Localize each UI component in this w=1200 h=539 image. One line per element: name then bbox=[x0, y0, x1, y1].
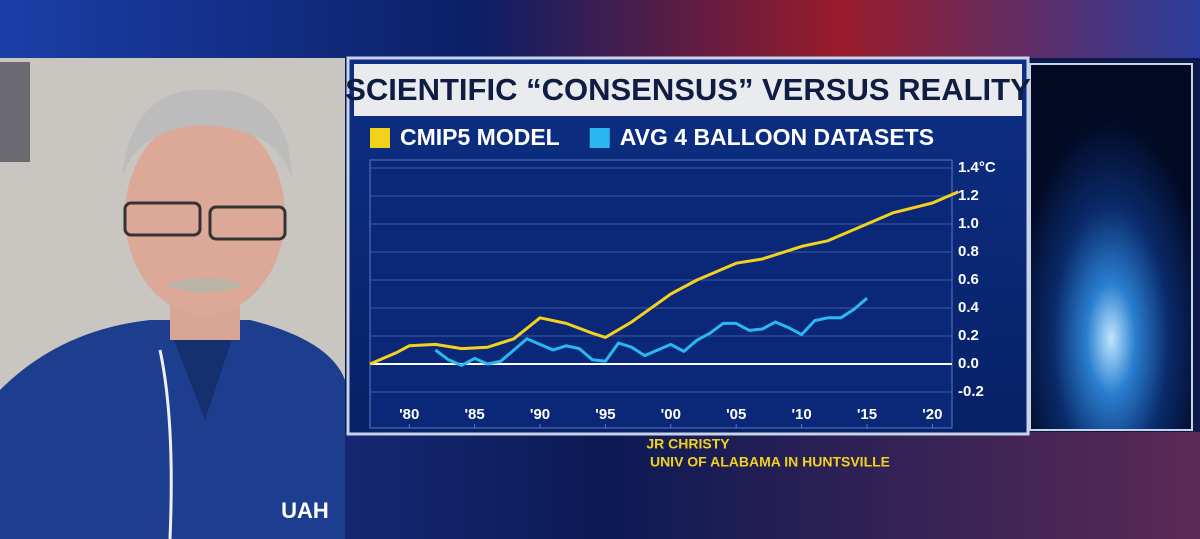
y-tick-label: 0.4 bbox=[958, 299, 980, 316]
x-tick-label: '00 bbox=[661, 406, 681, 423]
x-tick-label: '85 bbox=[464, 406, 484, 423]
y-tick-label: 0.0 bbox=[958, 355, 979, 372]
x-tick-label: '10 bbox=[791, 406, 811, 423]
series-line bbox=[369, 190, 960, 366]
top-banner bbox=[0, 0, 1200, 58]
x-tick-label: '05 bbox=[726, 406, 746, 423]
globe-panel bbox=[1029, 63, 1193, 431]
x-tick-label: '95 bbox=[595, 406, 615, 423]
y-tick-label: 1.2 bbox=[958, 187, 979, 204]
x-tick-label: '80 bbox=[399, 406, 419, 423]
chart-title: SCIENTIFIC “CONSENSUS” VERSUS REALITY bbox=[345, 72, 1031, 107]
legend-label: AVG 4 BALLOON DATASETS bbox=[620, 124, 934, 150]
x-tick-label: '90 bbox=[530, 406, 550, 423]
y-tick-label: -0.2 bbox=[958, 383, 984, 400]
title-box bbox=[354, 64, 1022, 116]
y-tick-label: 0.8 bbox=[958, 243, 979, 260]
source-name: JR CHRISTY bbox=[646, 436, 730, 452]
series-line bbox=[434, 297, 868, 367]
source-affiliation: UNIV OF ALABAMA IN HUNTSVILLE bbox=[650, 454, 890, 470]
legend-swatch bbox=[589, 128, 610, 148]
guest-video: UAH bbox=[0, 58, 345, 539]
y-tick-label: 1.4°C bbox=[958, 159, 996, 176]
x-tick-label: '20 bbox=[922, 406, 942, 423]
legend-swatch bbox=[370, 128, 390, 148]
shirt-logo: UAH bbox=[281, 498, 329, 523]
y-tick-label: 1.0 bbox=[958, 215, 979, 232]
x-tick-label: '15 bbox=[857, 406, 877, 423]
y-tick-label: 0.6 bbox=[958, 271, 979, 288]
legend-label: CMIP5 MODEL bbox=[400, 124, 560, 150]
plot-area bbox=[369, 159, 953, 429]
y-tick-label: 0.2 bbox=[958, 327, 979, 344]
